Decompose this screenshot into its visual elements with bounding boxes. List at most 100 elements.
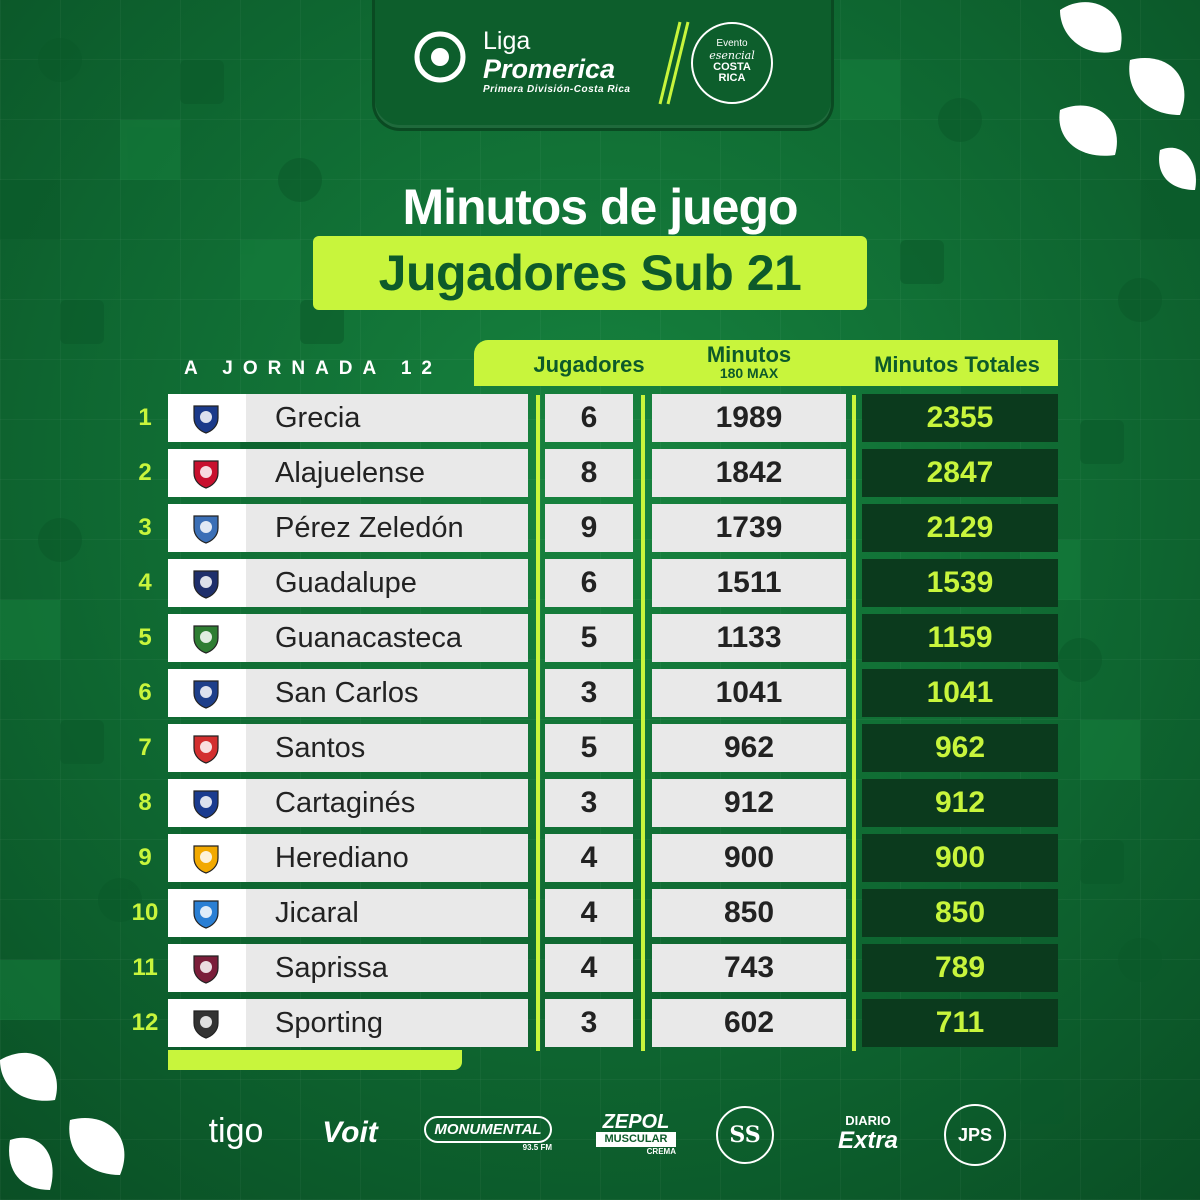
table-row-team: Saprissa <box>168 944 528 992</box>
team-crest-icon <box>193 680 219 709</box>
sponsor-zepol: ZEPOL MUSCULAR CREMA <box>596 1112 676 1156</box>
minutos-totales-value: 2847 <box>862 449 1058 497</box>
team-logo-box <box>168 944 246 992</box>
rank-number: 4 <box>138 569 152 596</box>
rank-number: 11 <box>132 954 158 981</box>
sponsor-super-salon: SS <box>716 1106 774 1164</box>
team-name: San Carlos <box>275 677 419 709</box>
rank-number: 12 <box>131 1009 159 1036</box>
jugadores-value: 6 <box>545 559 633 607</box>
minutos-totales-value: 711 <box>862 999 1058 1047</box>
minutos-value: 743 <box>652 944 846 992</box>
evento-line2: esencial <box>709 49 755 62</box>
header-banner: Liga Promerica Primera División-Costa Ri… <box>372 0 834 131</box>
rank-number: 10 <box>131 899 159 926</box>
column-header-minutos: Minutos 180 MAX <box>690 342 808 381</box>
sponsor-monumental-sub: 93.5 FM <box>522 1143 552 1152</box>
rank-number: 6 <box>138 679 152 706</box>
minutos-value: 962 <box>652 724 846 772</box>
table-row-team: San Carlos <box>168 669 528 717</box>
liga-line3: Primera División-Costa Rica <box>483 84 631 95</box>
liga-line2: Promerica <box>483 54 616 84</box>
minutos-value: 602 <box>652 999 846 1047</box>
jugadores-value: 3 <box>545 779 633 827</box>
sponsor-diario: DIARIO <box>845 1113 891 1128</box>
team-logo-box <box>168 449 246 497</box>
table-row-team: Santos <box>168 724 528 772</box>
jornada-label: A JORNADA 12 <box>184 358 442 379</box>
team-logo-box <box>168 504 246 552</box>
sponsor-monumental-name: MONUMENTAL <box>424 1116 552 1143</box>
column-header-minutos-totales: Minutos Totales <box>874 352 1040 377</box>
minutos-value: 1511 <box>652 559 846 607</box>
table-row-team: Guanacasteca <box>168 614 528 662</box>
minutos-totales-value: 1539 <box>862 559 1058 607</box>
liga-line1: Liga <box>483 27 531 55</box>
team-name: Jicaral <box>275 897 359 929</box>
minutos-value: 1041 <box>652 669 846 717</box>
sponsor-zepol-sub2: CREMA <box>646 1147 676 1156</box>
sponsor-jps: JPS <box>944 1104 1006 1166</box>
team-logo-box <box>168 779 246 827</box>
sponsor-voit: Voit <box>322 1116 378 1149</box>
minutos-value: 850 <box>652 889 846 937</box>
team-name: Grecia <box>275 402 361 434</box>
jugadores-value: 8 <box>545 449 633 497</box>
team-name: Pérez Zeledón <box>275 512 464 544</box>
column-header-minutos-label: Minutos <box>706 342 792 367</box>
team-crest-icon <box>193 515 219 544</box>
table-row-team: Grecia <box>168 394 528 442</box>
table-row-team: Herediano <box>168 834 528 882</box>
minutos-value: 1842 <box>652 449 846 497</box>
leaf-decoration-top-right <box>1059 2 1196 190</box>
minutos-totales-value: 900 <box>862 834 1058 882</box>
jugadores-value: 4 <box>545 889 633 937</box>
rank-number: 3 <box>138 514 152 541</box>
team-crest-icon <box>193 790 219 819</box>
team-logo-box <box>168 724 246 772</box>
column-divider <box>641 395 645 1051</box>
minutos-value: 900 <box>652 834 846 882</box>
minutos-value: 1133 <box>652 614 846 662</box>
minutos-totales-value: 1159 <box>862 614 1058 662</box>
column-header-band <box>474 340 1058 386</box>
rank-number: 7 <box>138 734 152 761</box>
sponsor-extra: Extra <box>837 1127 899 1154</box>
jugadores-value: 5 <box>545 614 633 662</box>
team-crest-icon <box>193 570 219 599</box>
minutos-value: 912 <box>652 779 846 827</box>
minutos-totales-value: 962 <box>862 724 1058 772</box>
team-name: Alajuelense <box>275 457 425 489</box>
team-crest-icon <box>193 1010 219 1039</box>
team-crest-icon <box>193 405 219 434</box>
table-row-team: Pérez Zeledón <box>168 504 528 552</box>
sponsor-zepol-sub: MUSCULAR <box>596 1132 676 1147</box>
minutos-totales-value: 2355 <box>862 394 1058 442</box>
rank-number: 8 <box>138 789 152 816</box>
minutos-value: 1739 <box>652 504 846 552</box>
team-name: Guadalupe <box>275 567 417 599</box>
jugadores-value: 4 <box>545 834 633 882</box>
rank-number: 1 <box>138 404 152 431</box>
column-divider <box>852 395 856 1051</box>
team-logo-box <box>168 889 246 937</box>
liga-promerica-logo: Liga Promerica Primera División-Costa Ri… <box>483 28 630 95</box>
evento-esencial-badge: Evento esencial COSTA RICA <box>691 22 773 104</box>
rank-number: 2 <box>138 459 152 486</box>
team-name: Santos <box>275 732 366 764</box>
evento-line1: Evento <box>716 38 748 49</box>
table-row-team: Alajuelense <box>168 449 528 497</box>
page-title: Minutos de juego <box>402 179 798 235</box>
sponsor-monumental: MONUMENTAL 93.5 FM <box>424 1116 552 1152</box>
team-name: Sporting <box>275 1007 384 1039</box>
team-crest-icon <box>193 845 219 874</box>
team-crest-icon <box>193 955 219 984</box>
minutos-value: 1989 <box>652 394 846 442</box>
team-logo-box <box>168 999 246 1047</box>
jugadores-value: 3 <box>545 669 633 717</box>
page-subtitle: Jugadores Sub 21 <box>313 236 867 310</box>
minutos-totales-value: 850 <box>862 889 1058 937</box>
leaf-decoration-bottom-left <box>0 1052 125 1190</box>
sponsor-diario-extra: DIARIO Extra <box>820 1114 916 1154</box>
